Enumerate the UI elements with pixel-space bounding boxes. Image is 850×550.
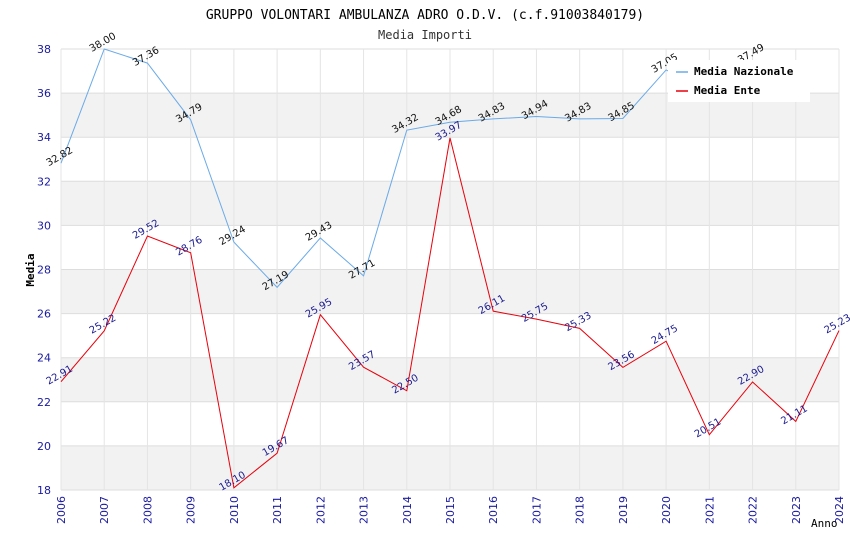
grid-lines bbox=[60, 48, 840, 491]
x-tick-label: 2015 bbox=[444, 496, 457, 524]
x-tick-label: 2022 bbox=[747, 496, 760, 524]
data-label: 28.76 bbox=[174, 235, 204, 259]
x-tick-label: 2018 bbox=[574, 496, 587, 524]
data-label: 29.24 bbox=[217, 224, 247, 248]
series-line-media-nazionale bbox=[60, 48, 753, 289]
x-tick-label: 2014 bbox=[401, 496, 414, 524]
data-label: 24.75 bbox=[650, 323, 680, 347]
y-tick-label: 26 bbox=[37, 308, 51, 321]
y-tick-label: 20 bbox=[37, 440, 51, 453]
x-axis-ticks: 2006 2007 2008 2009 2010 2011 2012 2013 2014 2015… bbox=[55, 496, 846, 524]
x-tick-label: 2016 bbox=[487, 496, 500, 524]
legend-box bbox=[668, 60, 810, 102]
x-tick-label: 2009 bbox=[185, 496, 198, 524]
x-tick-label: 2013 bbox=[358, 496, 371, 524]
y-tick-label: 24 bbox=[37, 352, 51, 365]
x-tick-label: 2021 bbox=[703, 496, 716, 524]
y-tick-label: 36 bbox=[37, 87, 51, 100]
series-lines bbox=[60, 48, 840, 489]
y-axis-ticks: 18 20 22 24 26 28 30 32 34 36 38 bbox=[37, 43, 51, 497]
chart-subtitle: Media Importi bbox=[378, 28, 472, 42]
x-tick-label: 2011 bbox=[271, 496, 284, 524]
y-tick-label: 28 bbox=[37, 264, 51, 277]
x-tick-label: 2006 bbox=[55, 496, 68, 524]
x-tick-label: 2024 bbox=[833, 496, 846, 524]
y-axis-label: Media bbox=[24, 253, 37, 286]
legend-label-media-nazionale: Media Nazionale bbox=[694, 65, 794, 78]
y-tick-label: 30 bbox=[37, 219, 51, 232]
x-tick-label: 2023 bbox=[790, 496, 803, 524]
x-tick-label: 2007 bbox=[98, 496, 111, 524]
data-label: 32.82 bbox=[45, 145, 75, 169]
data-label: 21.11 bbox=[779, 403, 809, 427]
y-tick-label: 22 bbox=[37, 396, 51, 409]
y-tick-label: 32 bbox=[37, 175, 51, 188]
x-tick-label: 2008 bbox=[141, 496, 154, 524]
x-tick-label: 2017 bbox=[530, 496, 543, 524]
y-tick-label: 34 bbox=[37, 131, 51, 144]
x-tick-label: 2019 bbox=[617, 496, 630, 524]
x-tick-label: 2010 bbox=[228, 496, 241, 524]
x-tick-label: 2012 bbox=[314, 496, 327, 524]
legend: Media Nazionale Media Ente bbox=[668, 60, 810, 102]
data-label: 20.51 bbox=[693, 417, 723, 441]
legend-label-media-ente: Media Ente bbox=[694, 84, 761, 97]
x-axis-label: Anno bbox=[811, 517, 838, 530]
data-label: 25.23 bbox=[823, 312, 850, 336]
x-tick-label: 2020 bbox=[660, 496, 673, 524]
y-tick-label: 38 bbox=[37, 43, 51, 56]
series-line-media-ente bbox=[60, 137, 840, 489]
chart-title: GRUPPO VOLONTARI AMBULANZA ADRO O.D.V. (… bbox=[206, 8, 644, 23]
y-tick-label: 18 bbox=[37, 484, 51, 497]
